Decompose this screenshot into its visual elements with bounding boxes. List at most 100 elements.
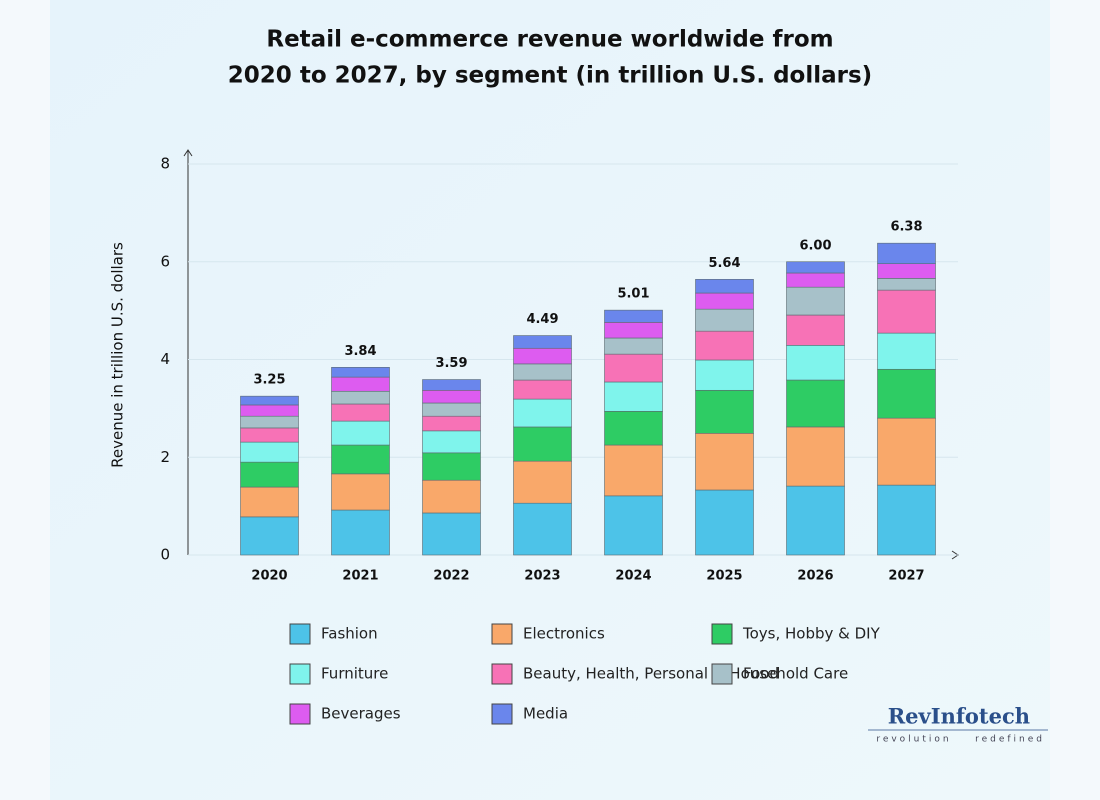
bar-segment	[240, 395, 299, 406]
bar-segment	[422, 479, 481, 514]
bar-segment	[695, 389, 754, 434]
bar-segment	[513, 460, 572, 504]
bar-segment	[331, 420, 390, 446]
bar-segment	[604, 381, 663, 412]
bar-segment	[331, 367, 390, 378]
total-label: 3.59	[435, 356, 467, 371]
bar-segment	[786, 286, 845, 316]
legend-swatch	[289, 623, 311, 645]
bar-segment	[331, 390, 390, 405]
bar-segment	[331, 403, 390, 422]
bar-segment	[513, 398, 572, 428]
total-label: 3.25	[253, 373, 285, 388]
total-label: 5.01	[617, 287, 649, 302]
bar-segment	[786, 345, 845, 381]
bar-segment	[604, 444, 663, 497]
bar-segment	[331, 473, 390, 511]
bar-segment	[240, 486, 299, 518]
chart-title: Retail e-commerce revenue worldwide from	[266, 27, 833, 53]
watermark-name: RevInfotech	[888, 704, 1030, 729]
bar-segment	[786, 426, 845, 487]
x-tick-label: 2020	[251, 569, 287, 584]
bar-segment	[695, 279, 754, 294]
bar-segment	[240, 415, 299, 429]
total-label: 3.84	[344, 344, 376, 359]
bar-segment	[513, 426, 572, 462]
x-tick-label: 2022	[433, 569, 469, 584]
bar-segment	[240, 461, 299, 488]
bar-segment	[513, 379, 572, 400]
bar-segment	[604, 309, 663, 323]
y-tick-label: 0	[160, 546, 170, 564]
chart-title: 2020 to 2027, by segment (in trillion U.…	[228, 63, 872, 89]
bar-segment	[695, 433, 754, 491]
x-tick-label: 2024	[615, 569, 651, 584]
bar-segment	[786, 314, 845, 346]
legend-label: Furniture	[321, 665, 388, 683]
bar-segment	[240, 404, 299, 417]
total-label: 6.00	[799, 238, 831, 253]
watermark-tagline: revolution redefined	[876, 735, 1045, 745]
bar-segment	[786, 272, 845, 288]
bar-segment	[877, 368, 936, 419]
legend-swatch	[711, 623, 733, 645]
bar-segment	[422, 512, 481, 556]
bar-segment	[422, 379, 481, 391]
bar-segment	[695, 359, 754, 391]
legend-swatch	[711, 663, 733, 685]
bar-segment	[331, 376, 390, 392]
bar-segment	[877, 242, 936, 265]
bar-segment	[513, 347, 572, 365]
legend-swatch	[491, 703, 513, 725]
bar-segment	[422, 452, 481, 481]
total-label: 4.49	[526, 312, 558, 327]
legend-label: Electronics	[523, 625, 605, 643]
bar-segment	[877, 484, 936, 556]
bar-segment	[877, 289, 936, 334]
bar-segment	[695, 489, 754, 556]
bar-segment	[786, 261, 845, 274]
total-label: 5.64	[708, 256, 740, 271]
bar-segment	[331, 509, 390, 556]
y-tick-label: 6	[160, 252, 170, 270]
x-tick-label: 2027	[888, 569, 924, 584]
bar-segment	[695, 330, 754, 361]
bar-segment	[240, 441, 299, 463]
x-tick-label: 2025	[706, 569, 742, 584]
x-tick-label: 2026	[797, 569, 833, 584]
bar-segment	[422, 430, 481, 454]
bar-segment	[513, 363, 572, 381]
bar-segment	[604, 322, 663, 339]
y-axis-arrow	[183, 149, 193, 157]
bar-segment	[331, 444, 390, 475]
bar-segment	[422, 389, 481, 404]
bar-segment	[422, 415, 481, 432]
bar-segment	[604, 411, 663, 446]
bar-segment	[604, 353, 663, 383]
bar-segment	[877, 417, 936, 486]
bar-segment	[240, 427, 299, 443]
legend-swatch	[289, 663, 311, 685]
y-tick-label: 4	[160, 350, 170, 368]
legend-label: Food	[743, 665, 779, 683]
bar-segment	[604, 337, 663, 355]
bar-segment	[513, 335, 572, 349]
legend-label: Fashion	[321, 625, 378, 643]
legend-swatch	[491, 663, 513, 685]
y-tick-label: 8	[160, 155, 170, 173]
bar-segment	[877, 332, 936, 370]
bar-segment	[604, 495, 663, 556]
bar-segment	[695, 308, 754, 332]
legend-label: Beverages	[321, 705, 401, 723]
bar-segment	[513, 502, 572, 556]
legend-label: Beauty, Health, Personal & Household Car…	[523, 665, 848, 683]
y-tick-label: 2	[160, 448, 170, 466]
bar-segment	[877, 278, 936, 291]
bar-segment	[877, 263, 936, 279]
bar-segment	[422, 402, 481, 417]
bar-segment	[240, 516, 299, 556]
legend-label: Toys, Hobby & DIY	[742, 625, 881, 643]
bar-segment	[786, 485, 845, 556]
